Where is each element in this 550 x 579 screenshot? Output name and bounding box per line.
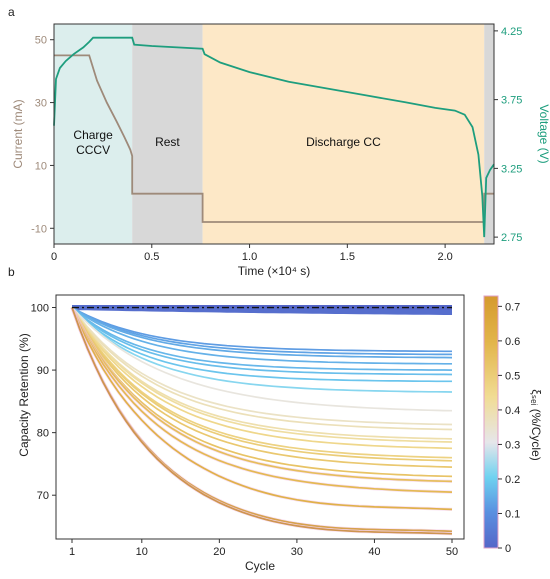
phase-band-2 xyxy=(202,24,485,244)
x-tick-label: 1.5 xyxy=(340,251,355,263)
panel-b-frame xyxy=(55,294,465,540)
x-tick-label: 0 xyxy=(51,251,57,263)
retention-curve-6 xyxy=(71,306,453,371)
retention-curve-1 xyxy=(71,305,452,315)
colorbar-tick-label: 0.5 xyxy=(505,370,520,382)
phase-label-1: Rest xyxy=(155,135,180,149)
retention-curve-8 xyxy=(71,306,452,383)
x-tick-label: 20 xyxy=(213,546,225,558)
colorbar-tick-label: 0.3 xyxy=(505,439,520,451)
colorbar xyxy=(483,295,499,549)
colorbar-tick-label: 0.4 xyxy=(505,405,520,417)
panel-a-y-left-ticks: -10 10 30 50 xyxy=(31,35,54,235)
panel-a-series xyxy=(53,36,495,238)
retention-curve-9 xyxy=(71,306,453,393)
x-tick-label: 40 xyxy=(368,546,380,558)
y-tick-label: 90 xyxy=(37,365,49,377)
y-left-tick-label: -10 xyxy=(31,223,47,235)
retention-curve-19 xyxy=(71,307,453,478)
x-tick-label: 1.0 xyxy=(242,251,257,263)
retention-curve-5 xyxy=(71,306,452,365)
x-tick-label: 1 xyxy=(69,546,75,558)
series-left-line xyxy=(54,54,494,223)
retention-curve-10 xyxy=(71,306,453,412)
panel-a-y-right-ticks: 2.75 3.25 3.75 4.25 xyxy=(494,26,522,244)
series-right-line xyxy=(53,36,495,238)
phase-label-2: Discharge CC xyxy=(306,135,381,149)
panel-b-x-ticks: 1 10 20 30 40 50 xyxy=(69,539,458,558)
colorbar-label: ξₛₑᵢ (%/Cycle) xyxy=(529,389,543,461)
y-right-tick-label: 3.75 xyxy=(501,95,522,107)
retention-curve-12 xyxy=(71,306,453,431)
colorbar-tick-label: 0.6 xyxy=(505,336,520,348)
panel-a-phases xyxy=(54,24,494,244)
panel-a-x-ticks: 0 0.5 1.0 1.5 2.0 xyxy=(51,244,453,263)
curve-glow-23 xyxy=(70,306,453,533)
retention-curve-21 xyxy=(71,307,453,493)
y-tick-label: 70 xyxy=(37,490,49,502)
colorbar-tick-label: 0.7 xyxy=(505,301,520,313)
panel-a-y-left-axis-label: Current (mA) xyxy=(11,99,25,168)
x-tick-label: 10 xyxy=(136,546,148,558)
colorbar-tick-label: 0 xyxy=(505,543,511,555)
panel-b-curves xyxy=(70,305,453,536)
panel-b-label: b xyxy=(8,265,15,279)
retention-curve-11 xyxy=(71,306,453,426)
retention-curve-3 xyxy=(71,306,452,356)
retention-curve-16 xyxy=(71,307,453,459)
retention-curve-18 xyxy=(71,307,453,468)
panel-a-y-right-axis-label: Voltage (V) xyxy=(537,104,550,163)
panel-a-phase-labels: Charge CCCV Rest Discharge CC xyxy=(73,128,381,157)
panel-b-y-axis-label: Capacity Retention (%) xyxy=(17,333,31,456)
retention-curve-7 xyxy=(71,306,453,376)
panel-a-x-axis-label: Time (×10⁴ s) xyxy=(238,264,310,278)
panel-b: b 1 10 20 30 40 50 70 80 90 100 Cycle Capacity R… xyxy=(8,265,543,573)
panel-a-frame xyxy=(53,23,495,245)
x-tick-label: 2.0 xyxy=(437,251,452,263)
panel-a: a Charge CCCV Rest Discharge CC 0 0.5 1.0 1.5 2… xyxy=(8,5,550,278)
y-tick-label: 80 xyxy=(37,428,49,440)
retention-curve-24 xyxy=(71,307,453,535)
y-right-tick-label: 2.75 xyxy=(501,232,522,244)
x-tick-label: 50 xyxy=(446,546,458,558)
phase-band-3 xyxy=(484,24,494,244)
y-left-tick-label: 50 xyxy=(35,35,47,47)
panel-b-y-ticks: 70 80 90 100 xyxy=(31,303,56,502)
panel-b-x-axis-label: Cycle xyxy=(245,559,275,573)
retention-curve-15 xyxy=(71,307,453,450)
y-right-tick-label: 4.25 xyxy=(501,26,522,38)
retention-curve-20 xyxy=(71,307,453,483)
colorbar-tick-label: 0.2 xyxy=(505,474,520,486)
panel-a-label: a xyxy=(8,5,15,19)
phase-label-0: Charge CCCV xyxy=(73,128,113,157)
x-tick-label: 30 xyxy=(291,546,303,558)
retention-curve-17 xyxy=(71,307,453,462)
y-left-tick-label: 30 xyxy=(35,98,47,110)
phase-band-1 xyxy=(132,24,203,244)
retention-curve-22 xyxy=(71,307,453,511)
retention-curve-23 xyxy=(71,307,453,533)
x-tick-label: 0.5 xyxy=(144,251,159,263)
retention-curve-2 xyxy=(71,306,452,353)
y-tick-label: 100 xyxy=(31,303,49,315)
colorbar-tick-label: 0.1 xyxy=(505,508,520,520)
retention-curve-4 xyxy=(71,306,453,359)
y-left-tick-label: 10 xyxy=(35,160,47,172)
y-right-tick-label: 3.25 xyxy=(501,163,522,175)
colorbar-ticks: 0 0.1 0.2 0.3 0.4 0.5 0.6 0.7 xyxy=(498,301,520,555)
retention-curve-14 xyxy=(71,307,453,443)
retention-curve-13 xyxy=(71,307,453,440)
